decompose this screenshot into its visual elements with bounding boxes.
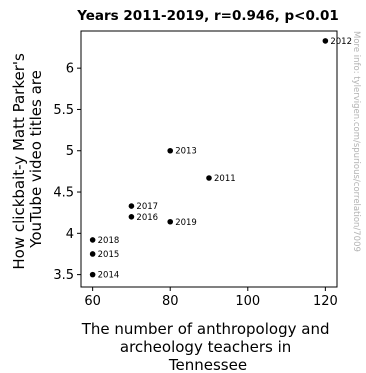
- x-axis-label-line-3: Tennessee: [168, 356, 247, 373]
- data-point-label-2014: 2014: [98, 271, 120, 281]
- y-axis-label-line-2: YouTube video titles are: [27, 70, 45, 249]
- y-tick-label: 5: [66, 144, 74, 159]
- y-tick-label: 4: [66, 227, 74, 242]
- y-axis-label-line-1: How clickbait-y Matt Parker's: [10, 53, 28, 270]
- data-point-label-2016: 2016: [136, 213, 158, 223]
- source-note: More info: tylervigen.com/spurious/corre…: [351, 31, 361, 252]
- y-axis-ticks: 3.5 4 4.5 5 5.5 6: [53, 62, 81, 283]
- plot-border: [80, 30, 338, 288]
- data-point-label-2012: 2012: [330, 37, 352, 47]
- data-point-2011: [206, 175, 212, 181]
- y-tick-label: 5.5: [53, 103, 74, 118]
- data-point-2012: [322, 38, 329, 44]
- data-point-label-2019: 2019: [175, 218, 197, 228]
- data-point-label-2017: 2017: [136, 202, 158, 212]
- data-point-label-2018: 2018: [98, 236, 120, 246]
- x-axis-label-line-2: archeology teachers in: [120, 338, 291, 356]
- chart-title: Years 2011-2019, r=0.946, p<0.01: [76, 8, 339, 24]
- y-axis-label: How clickbait-y Matt Parker's YouTube vi…: [10, 48, 45, 269]
- data-point-2013: [167, 147, 174, 154]
- y-tick-label: 3.5: [53, 268, 74, 283]
- plot-area: [80, 30, 338, 288]
- data-point-2017: [128, 203, 135, 209]
- data-point-label-2015: 2015: [98, 250, 120, 260]
- data-point-2016: [128, 214, 135, 220]
- x-tick-label: 80: [162, 294, 179, 309]
- x-tick-label: 100: [235, 294, 260, 309]
- y-tick-label: 4.5: [53, 186, 74, 201]
- data-points: [89, 38, 329, 278]
- x-axis-label-line-1: The number of anthropology and: [81, 320, 330, 338]
- data-point-label-2013: 2013: [175, 147, 197, 157]
- data-point-2014: [89, 271, 96, 278]
- data-point-label-2011: 2011: [214, 174, 236, 184]
- y-tick-label: 6: [66, 62, 74, 77]
- data-point-2019: [167, 218, 174, 225]
- x-tick-label: 120: [313, 294, 338, 309]
- x-axis-ticks: 60 80 100 120: [84, 287, 338, 309]
- data-point-2015: [89, 251, 96, 257]
- data-point-2018: [89, 237, 96, 243]
- x-axis-label: The number of anthropology and archeolog…: [81, 320, 335, 373]
- x-tick-label: 60: [84, 294, 101, 309]
